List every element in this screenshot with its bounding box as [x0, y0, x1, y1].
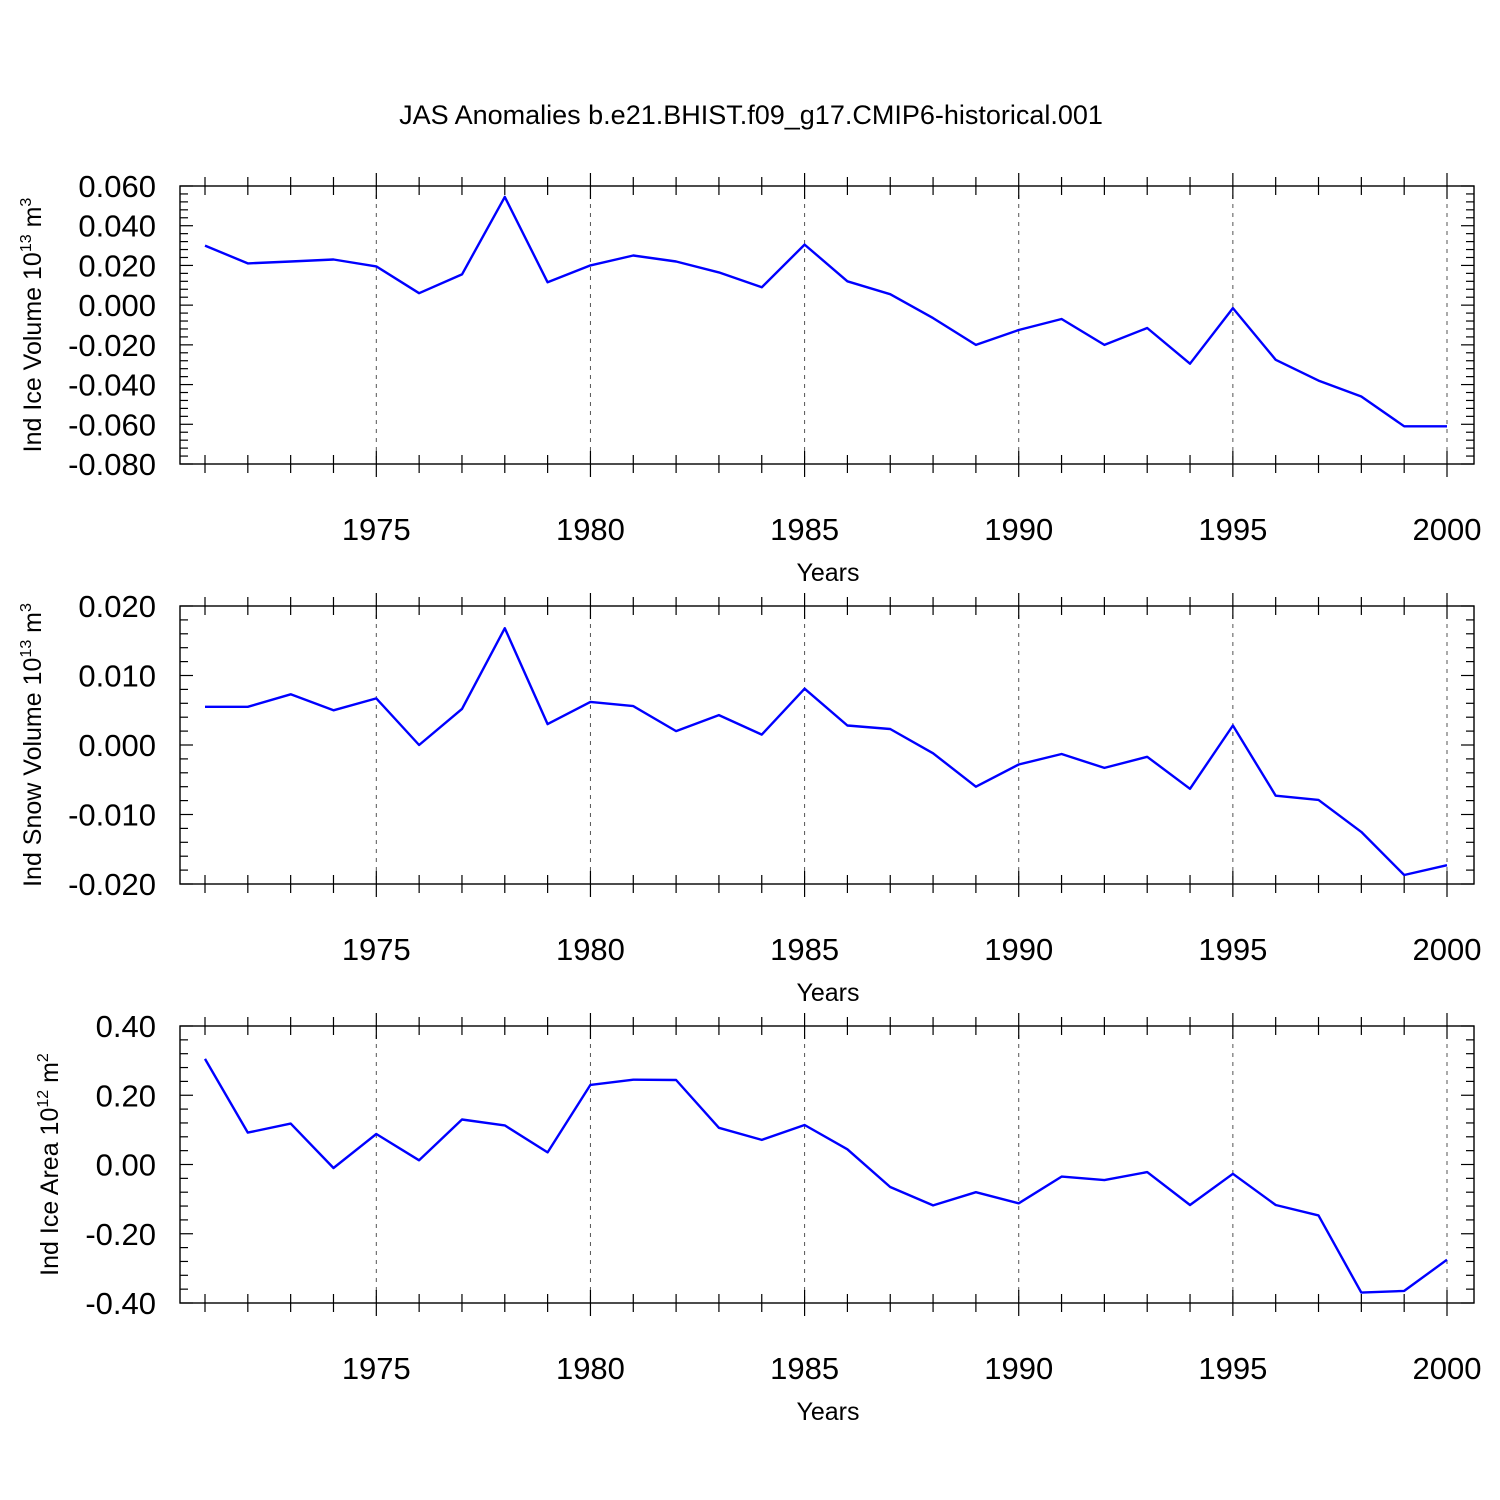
x-tick-label: 2000 [1413, 1351, 1482, 1386]
x-tick-label: 1995 [1198, 932, 1267, 967]
y-tick-label: 0.000 [78, 728, 156, 763]
y-tick-label: -0.40 [85, 1286, 156, 1321]
y-tick-label: -0.060 [68, 407, 156, 442]
plot-frame [179, 605, 1475, 885]
x-tick-label: 1985 [770, 512, 839, 547]
panel-1: 0.060 0.040 0.020 0.000 -0.020 -0.040 -0.060 -0… [18, 169, 1481, 587]
plot-frame [179, 185, 1475, 465]
y-axis-title-main: Ind Ice Area 10 [36, 1108, 64, 1276]
y-axis-title: Ind Ice Volume 1013 m3 [18, 198, 47, 453]
x-tick-label: 1985 [770, 1351, 839, 1386]
y-axis-title-unit-power: 2 [35, 1053, 52, 1062]
y-tick-label: 0.040 [78, 209, 156, 244]
y-axis-title-unit-power: 3 [18, 198, 35, 207]
y-axis-title: Ind Ice Area 1012 m2 [35, 1053, 64, 1276]
chart-title: JAS Anomalies b.e21.BHIST.f09_g17.CMIP6-… [399, 100, 1103, 130]
x-tick-label: 1990 [984, 1351, 1053, 1386]
x-tick-label: 2000 [1413, 512, 1482, 547]
y-tick-label: -0.020 [68, 328, 156, 363]
x-tick-label: 1975 [342, 932, 411, 967]
series-line [204, 195, 1447, 428]
y-tick-label: 0.20 [96, 1078, 156, 1113]
series-line [205, 627, 1448, 877]
y-tick-label: -0.010 [68, 798, 156, 833]
series-line [203, 1058, 1448, 1294]
y-tick-label: 0.060 [78, 169, 156, 204]
y-tick-label: -0.020 [68, 867, 156, 902]
y-axis-title-unit: m [36, 1062, 64, 1090]
y-tick-label: -0.20 [85, 1217, 156, 1252]
y-tick-label: 0.020 [78, 589, 156, 624]
x-tick-label: 1975 [342, 1351, 411, 1386]
y-axis-title-unit: m [19, 207, 47, 235]
y-tick-label: 0.40 [96, 1009, 156, 1044]
x-tick-label: 1995 [1198, 512, 1267, 547]
y-axis-title-main: Ind Ice Volume 10 [19, 252, 47, 452]
y-axis-title-exponent: 13 [18, 640, 35, 658]
y-axis-title-exponent: 13 [18, 234, 35, 252]
y-tick-label: 0.020 [78, 248, 156, 283]
y-tick-label: -0.040 [68, 368, 156, 403]
y-tick-label: 0.000 [78, 288, 156, 323]
panel-3: 0.40 0.20 0.00 -0.20 -0.40 1975 1980 1985 1990 19… [35, 1009, 1481, 1426]
x-tick-label: 1980 [556, 1351, 625, 1386]
x-axis-title: Years [796, 559, 859, 587]
y-axis-title-main: Ind Snow Volume 10 [19, 658, 47, 887]
x-tick-label: 1990 [984, 512, 1053, 547]
x-tick-label: 1975 [342, 512, 411, 547]
panel-2: 0.020 0.010 0.000 -0.010 -0.020 1975 1980 1985 1… [18, 589, 1481, 1007]
y-axis-title-exponent: 12 [35, 1090, 52, 1108]
y-axis-title-unit-power: 3 [18, 603, 35, 612]
x-tick-label: 1985 [770, 932, 839, 967]
y-axis-title-unit: m [19, 612, 47, 640]
x-tick-label: 1980 [556, 932, 625, 967]
x-axis-title: Years [796, 979, 859, 1007]
y-tick-label: 0.00 [96, 1148, 156, 1183]
x-tick-label: 1995 [1198, 1351, 1267, 1386]
x-tick-label: 1990 [984, 932, 1053, 967]
x-tick-label: 1980 [556, 512, 625, 547]
y-axis-title: Ind Snow Volume 1013 m3 [18, 603, 47, 887]
panels: 0.060 0.040 0.020 0.000 -0.020 -0.040 -0.060 -0… [18, 169, 1481, 1426]
plot-frame [179, 1025, 1475, 1304]
y-tick-label: 0.010 [78, 659, 156, 694]
x-axis-title: Years [796, 1398, 859, 1426]
y-tick-label: -0.080 [68, 447, 156, 482]
x-tick-label: 2000 [1413, 932, 1482, 967]
